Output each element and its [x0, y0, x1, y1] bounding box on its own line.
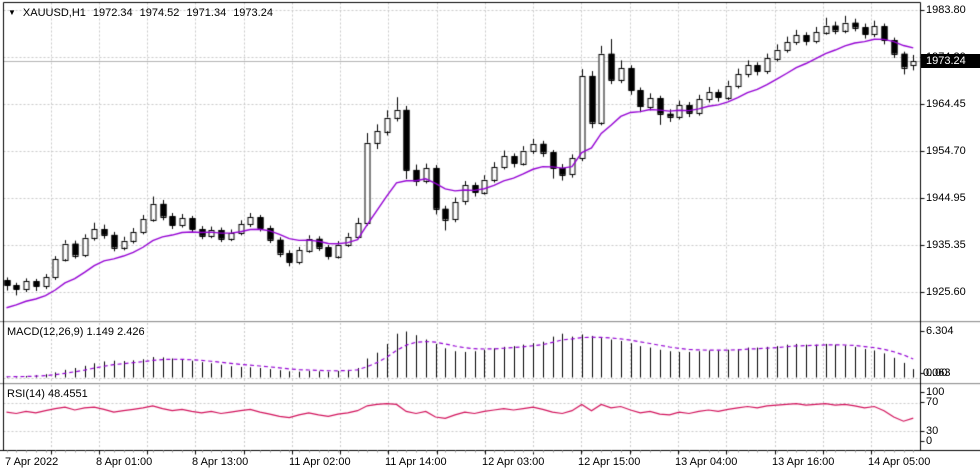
- time-axis-label: 13 Apr 16:00: [772, 456, 835, 468]
- rsi-panel-label: RSI(14) 48.4551: [7, 388, 88, 400]
- rsi-axis-30-label: 30: [926, 425, 939, 437]
- time-axis-label: 11 Apr 14:00: [385, 456, 447, 468]
- price-axis-label: 1944.95: [926, 192, 966, 204]
- rsi-name: RSI(14): [7, 388, 45, 400]
- time-axis-label: 11 Apr 02:00: [289, 456, 351, 468]
- ohlc-open-value: 1972.34: [92, 7, 133, 19]
- time-axis-label: 12 Apr 03:00: [482, 456, 545, 468]
- rsi-axis-100-label: 100: [926, 386, 945, 398]
- time-axis-label: 8 Apr 13:00: [192, 456, 249, 468]
- time-axis-label: 12 Apr 15:00: [578, 456, 641, 468]
- rsi-axis-0-label: 0: [926, 435, 933, 447]
- time-axis-label: 7 Apr 2022: [5, 456, 59, 468]
- macd-panel-label: MACD(12,26,9) 1.149 2.426: [7, 326, 145, 338]
- macd-name: MACD(12,26,9): [7, 326, 84, 338]
- current-price-tag: 1973.24: [921, 54, 980, 68]
- price-axis-label: 1935.35: [926, 239, 966, 251]
- chevron-down-icon[interactable]: ▼: [8, 8, 16, 17]
- macd-axis-zero-label: 0.00: [926, 367, 948, 379]
- time-axis-label: 13 Apr 04:00: [675, 456, 738, 468]
- price-axis-label: 1954.70: [926, 145, 966, 157]
- ohlc-close-value: 1973.24: [233, 7, 273, 19]
- price-axis-label: 1964.45: [926, 98, 966, 110]
- symbol-timeframe-label: XAUUSD,H1: [22, 7, 86, 19]
- chart-title-row: ▼ XAUUSD,H1 1972.34 1974.52 1971.34 1973…: [8, 7, 273, 19]
- macd-main-value: 1.149: [86, 326, 115, 338]
- rsi-value: 48.4551: [47, 388, 88, 400]
- time-axis-label: 14 Apr 05:00: [868, 456, 931, 468]
- macd-axis-overlap-label: 0.063: [923, 367, 951, 379]
- price-axis-label: 1925.60: [926, 286, 966, 298]
- macd-axis-max-label: 6.304: [926, 325, 954, 337]
- rsi-axis-70-label: 70: [926, 396, 939, 408]
- price-axis-label: 1983.80: [926, 4, 966, 16]
- time-axis-label: 8 Apr 01:00: [96, 456, 153, 468]
- ohlc-high-value: 1974.52: [139, 7, 180, 19]
- macd-signal-value: 2.426: [117, 326, 145, 338]
- ohlc-low-value: 1971.34: [186, 7, 227, 19]
